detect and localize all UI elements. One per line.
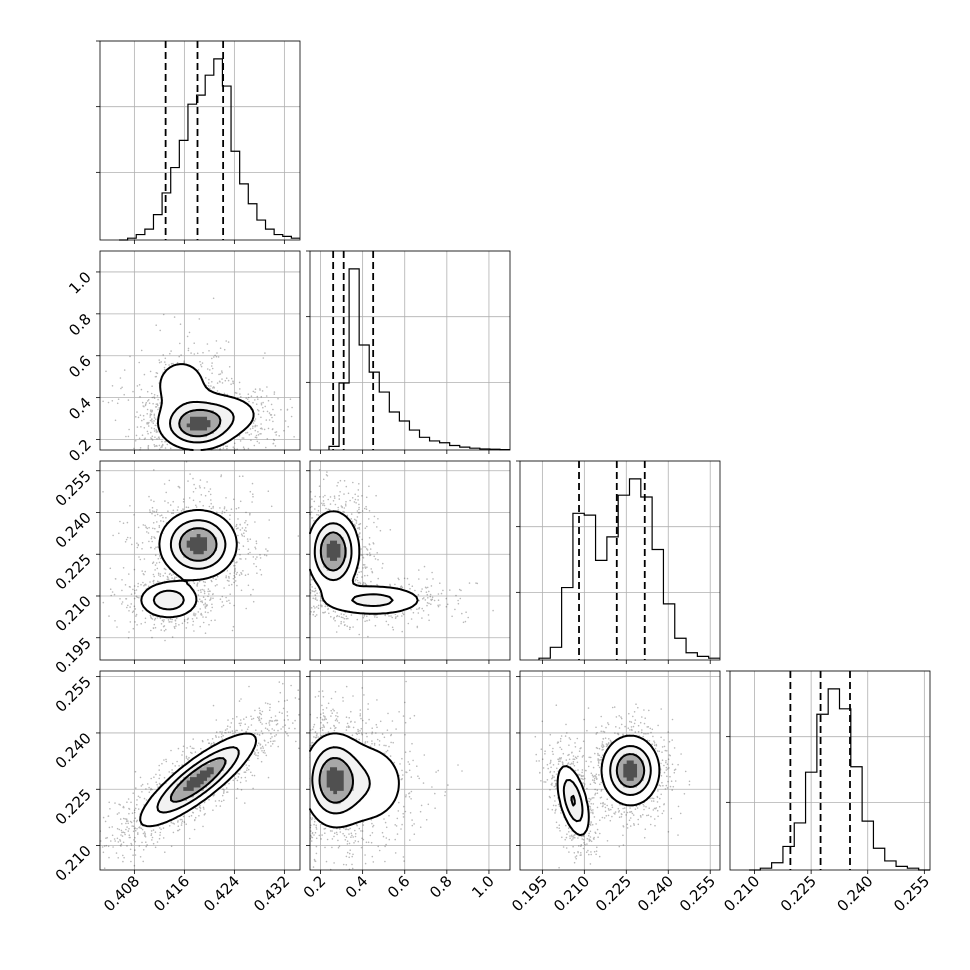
panel-frame: [99, 670, 301, 871]
contour-level-0: [309, 732, 400, 829]
x-tick-label: 0.424: [200, 872, 243, 915]
contour-level-1: [156, 746, 240, 814]
panel-frame: [99, 40, 301, 241]
x-tick-label: 0.432: [250, 872, 293, 915]
histogram-step-line: [538, 478, 720, 660]
x-tick-label: 0.416: [150, 872, 193, 915]
joint-panel-2-3: [516, 670, 721, 874]
y-tick-label: 0.4: [65, 394, 95, 424]
histogram-panel-3: [726, 670, 931, 874]
histogram-panel-2: [516, 460, 721, 664]
contour-level-0: [157, 363, 255, 451]
y-tick-label: 0.225: [52, 785, 95, 828]
histogram-step-line: [119, 58, 300, 241]
contour-level-1: [152, 519, 227, 611]
panel-frame: [309, 670, 511, 871]
y-tick-label: 0.210: [52, 592, 95, 635]
contour-level-2: [178, 408, 222, 438]
contour-level-0: [140, 509, 238, 619]
contour-level-1: [311, 746, 371, 815]
histogram-step-line: [328, 268, 510, 451]
contour-level-2: [318, 757, 354, 804]
panel-frame: [519, 460, 721, 661]
panel-frame: [729, 670, 931, 871]
density-fill-level-3: [183, 767, 214, 791]
x-tick-label: 0.2: [300, 872, 330, 902]
panel-frame: [519, 670, 721, 871]
joint-panel-0-2: [96, 460, 301, 664]
x-tick-label: 0.255: [890, 872, 933, 915]
density-fill-level-3: [186, 534, 208, 555]
y-tick-label: 0.255: [52, 673, 95, 716]
joint-panel-1-3: [306, 670, 511, 874]
contour-level-2: [178, 527, 218, 562]
histogram-panel-1: [306, 250, 511, 454]
x-tick-label: 0.408: [100, 872, 143, 915]
panel-frame: [99, 250, 301, 451]
x-tick-label: 0.6: [384, 872, 414, 902]
panel-frame: [99, 460, 301, 661]
contour-level-0: [556, 734, 661, 837]
contour-level-0: [139, 732, 258, 828]
histogram-panel-0: [96, 40, 301, 244]
x-tick-label: 0.8: [426, 872, 456, 902]
y-tick-label: 0.240: [52, 509, 95, 552]
contour-level-2: [570, 753, 646, 807]
contour-level-1: [313, 522, 394, 607]
panel-frame: [309, 250, 511, 451]
x-tick-label: 0.255: [676, 872, 719, 915]
y-tick-label: 0.240: [52, 729, 95, 772]
y-tick-label: 0.195: [52, 634, 95, 677]
joint-panel-0-1: [96, 250, 301, 454]
x-tick-label: 0.210: [550, 872, 593, 915]
density-fill-level-3: [326, 767, 344, 795]
y-tick-label: 1.0: [65, 268, 95, 298]
histogram-step-line: [749, 688, 930, 871]
y-tick-label: 0.2: [65, 436, 95, 466]
x-tick-label: 0.4: [342, 872, 372, 902]
density-fill-level-3: [623, 760, 638, 781]
panel-frame: [309, 460, 511, 661]
y-tick-label: 0.225: [52, 550, 95, 593]
density-fill-level-3: [186, 416, 211, 431]
x-tick-label: 0.225: [777, 872, 820, 915]
x-tick-label: 0.210: [720, 872, 763, 915]
y-tick-label: 0.6: [65, 352, 95, 382]
contour-level-2: [319, 531, 347, 572]
y-tick-label: 0.210: [52, 842, 95, 885]
contour-level-1: [169, 400, 235, 444]
density-fill-level-3: [326, 540, 341, 561]
joint-panel-0-3: [96, 670, 301, 874]
x-tick-label: 0.240: [634, 872, 677, 915]
contour-level-1: [562, 745, 652, 823]
x-tick-label: 0.225: [592, 872, 635, 915]
x-tick-label: 0.240: [833, 872, 876, 915]
y-tick-label: 0.255: [52, 467, 95, 510]
x-tick-label: 1.0: [468, 872, 498, 902]
contour-level-2: [169, 757, 227, 803]
x-tick-label: 0.195: [508, 872, 551, 915]
y-tick-label: 0.8: [65, 310, 95, 340]
joint-panel-1-2: [306, 460, 511, 664]
